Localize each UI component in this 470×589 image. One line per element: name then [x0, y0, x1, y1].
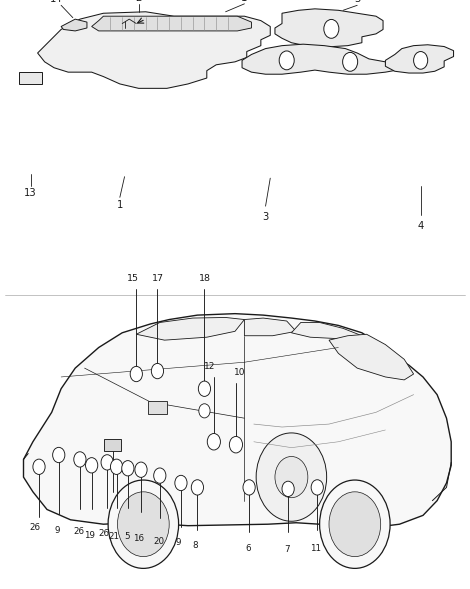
Text: 9: 9 [176, 538, 181, 547]
Circle shape [199, 404, 210, 418]
Circle shape [191, 479, 204, 495]
Text: 1: 1 [117, 200, 123, 210]
Polygon shape [291, 323, 362, 339]
Circle shape [118, 492, 169, 557]
Polygon shape [385, 45, 454, 73]
Text: 19: 19 [84, 531, 95, 540]
Text: 8: 8 [192, 541, 198, 550]
Polygon shape [136, 317, 244, 340]
Text: 16: 16 [133, 534, 144, 542]
Circle shape [320, 480, 390, 568]
Text: 14: 14 [50, 0, 63, 5]
Text: 9: 9 [55, 525, 60, 535]
Circle shape [275, 456, 308, 498]
Text: 3: 3 [262, 212, 269, 222]
Circle shape [207, 434, 220, 450]
Circle shape [324, 19, 339, 38]
Text: 26: 26 [99, 529, 110, 538]
Circle shape [74, 452, 86, 467]
Circle shape [243, 479, 255, 495]
Text: 21: 21 [108, 532, 119, 541]
Text: 18: 18 [198, 274, 211, 283]
Text: 7: 7 [284, 545, 290, 554]
Polygon shape [244, 318, 296, 336]
Circle shape [229, 436, 243, 453]
Text: 5: 5 [124, 532, 130, 541]
Polygon shape [329, 335, 414, 380]
Circle shape [198, 381, 211, 396]
Polygon shape [61, 19, 87, 31]
Text: 2: 2 [135, 0, 142, 3]
Polygon shape [38, 12, 270, 88]
Circle shape [414, 51, 428, 70]
Circle shape [130, 366, 142, 382]
Circle shape [256, 433, 327, 521]
Circle shape [122, 461, 134, 476]
Circle shape [151, 363, 164, 379]
Text: 10: 10 [234, 368, 245, 377]
Text: 11: 11 [310, 544, 321, 553]
Polygon shape [24, 313, 451, 527]
Text: 13: 13 [24, 188, 37, 198]
Circle shape [101, 455, 113, 470]
Circle shape [154, 468, 166, 483]
Circle shape [282, 481, 294, 497]
Bar [148, 401, 167, 413]
Polygon shape [242, 44, 411, 74]
Circle shape [33, 459, 45, 475]
Text: 15: 15 [126, 274, 139, 283]
Circle shape [175, 475, 187, 491]
Circle shape [108, 480, 179, 568]
Circle shape [343, 52, 358, 71]
Text: 17: 17 [151, 274, 164, 283]
Circle shape [279, 51, 294, 70]
Circle shape [135, 462, 147, 477]
Circle shape [329, 492, 381, 557]
Text: 26: 26 [73, 527, 85, 536]
Text: 1: 1 [241, 0, 248, 3]
Polygon shape [275, 9, 383, 47]
Bar [104, 439, 121, 451]
Polygon shape [92, 16, 251, 31]
Text: 12: 12 [204, 362, 216, 371]
Text: 4: 4 [417, 221, 424, 231]
Circle shape [86, 458, 98, 473]
Circle shape [53, 448, 65, 463]
Polygon shape [19, 72, 42, 84]
Text: 3: 3 [354, 0, 360, 5]
Text: 26: 26 [30, 523, 41, 532]
Text: 20: 20 [153, 537, 164, 547]
Circle shape [110, 459, 123, 475]
Text: 6: 6 [245, 544, 251, 553]
Circle shape [311, 479, 323, 495]
